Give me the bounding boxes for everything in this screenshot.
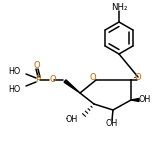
- Text: HO: HO: [9, 85, 21, 93]
- Text: P: P: [35, 76, 41, 85]
- Polygon shape: [131, 98, 139, 101]
- Text: O: O: [135, 72, 141, 82]
- Text: NH₂: NH₂: [111, 3, 127, 11]
- Text: OH: OH: [106, 119, 118, 129]
- Text: HO: HO: [9, 66, 21, 76]
- Text: OH: OH: [66, 114, 78, 124]
- Text: OH: OH: [139, 95, 151, 104]
- Text: O: O: [50, 76, 56, 85]
- Text: ·: ·: [65, 114, 69, 127]
- Text: O: O: [34, 61, 40, 69]
- Text: ·: ·: [133, 72, 137, 85]
- Polygon shape: [64, 80, 80, 93]
- Text: O: O: [90, 72, 96, 82]
